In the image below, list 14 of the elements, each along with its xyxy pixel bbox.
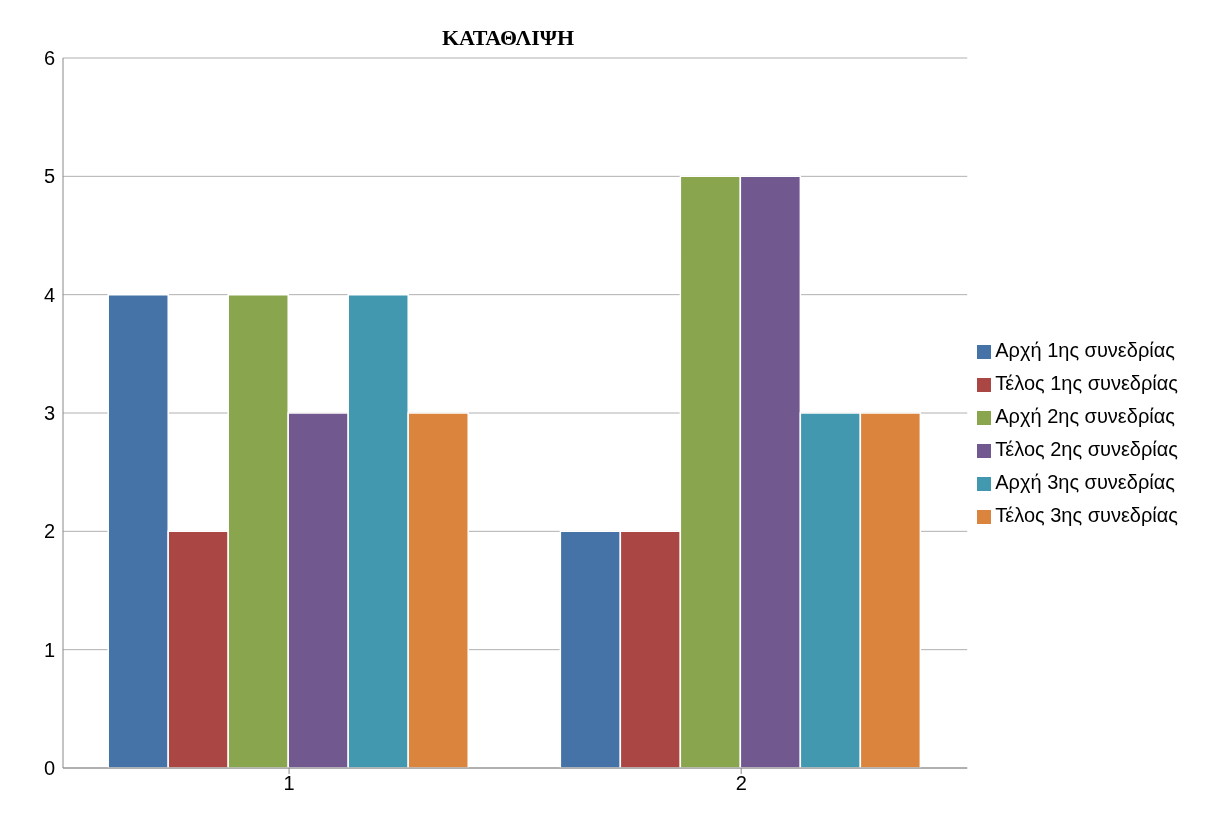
legend-label: Αρχή 3ης συνεδρίας [995,471,1175,493]
legend-label: Τέλος 1ης συνεδρίας [995,372,1178,394]
legend-label: Τέλος 3ης συνεδρίας [995,504,1178,526]
y-tick-label: 0 [43,757,55,780]
y-tick-label: 6 [43,47,55,70]
chart-title: ΚΑΤΑΘΛΙΨΗ [440,24,576,50]
y-tick-label: 2 [43,520,55,543]
y-tick-label: 3 [43,402,55,425]
y-tick-label: 5 [43,165,55,188]
legend-label: Τέλος 2ης συνεδρίας [995,438,1178,460]
legend-label: Αρχή 1ης συνεδρίας [995,339,1175,361]
y-tick-label: 1 [43,638,55,661]
y-tick-label: 4 [43,283,55,306]
legend-label: Αρχή 2ης συνεδρίας [995,405,1175,427]
